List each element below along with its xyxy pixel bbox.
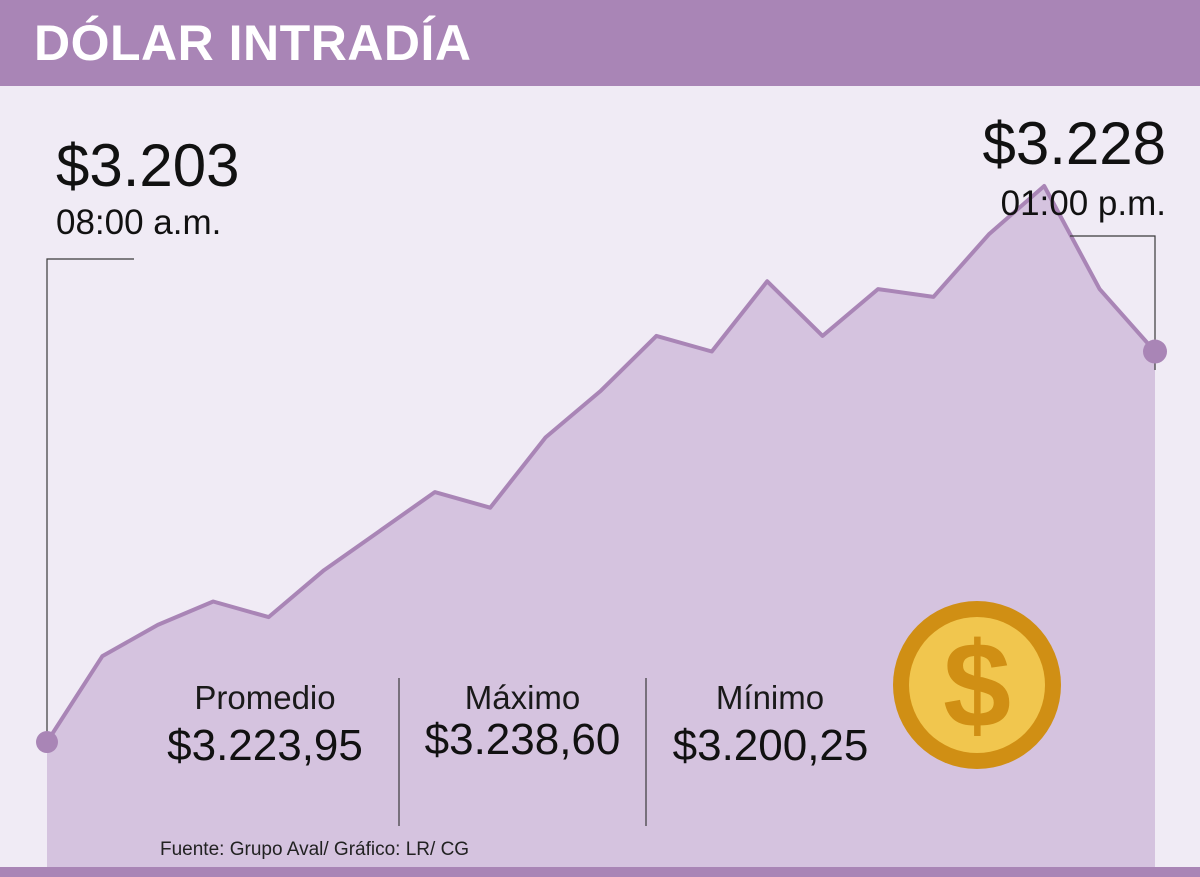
open-time: 08:00 a.m. (56, 203, 222, 242)
page-title: DÓLAR INTRADÍA (34, 15, 472, 71)
bottom-bar (0, 867, 1200, 877)
max-label: Máximo (464, 679, 581, 716)
close-time: 01:00 p.m. (1000, 184, 1166, 223)
svg-text:$: $ (943, 617, 1011, 753)
average-value: $3.223,95 (167, 721, 363, 770)
open-price: $3.203 (56, 132, 240, 199)
max-value: $3.238,60 (424, 715, 621, 764)
close-point (1143, 339, 1167, 364)
open-leader-line (46, 258, 134, 740)
open-point (36, 731, 58, 754)
price-line (45, 184, 1157, 744)
close-leader-line (1070, 235, 1156, 370)
min-value: $3.200,25 (672, 721, 869, 770)
dollar-coin-icon: $ (893, 601, 1061, 769)
source-credit: Fuente: Grupo Aval/ Gráfico: LR/ CG (160, 839, 470, 860)
header-bar: DÓLAR INTRADÍA (0, 0, 1200, 86)
close-price: $3.228 (982, 110, 1166, 177)
min-label: Mínimo (715, 679, 825, 716)
average-label: Promedio (194, 679, 336, 716)
price-area (47, 186, 1155, 867)
